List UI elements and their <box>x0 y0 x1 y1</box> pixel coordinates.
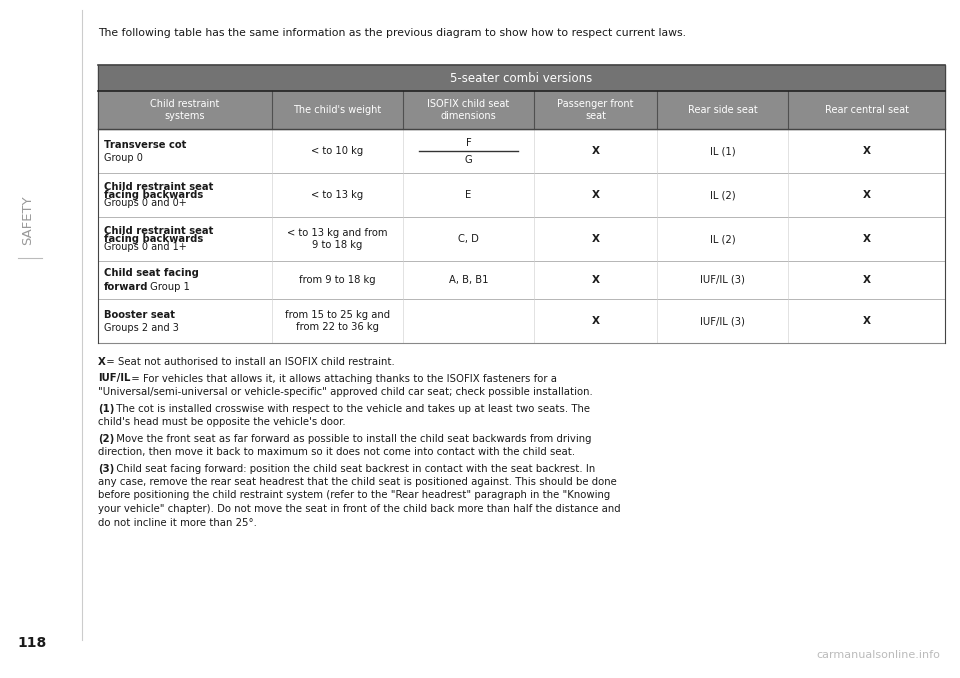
Text: (2): (2) <box>98 433 114 443</box>
Text: forward: forward <box>104 282 149 292</box>
Text: from 15 to 25 kg and
from 22 to 36 kg: from 15 to 25 kg and from 22 to 36 kg <box>285 311 390 332</box>
Text: 118: 118 <box>17 636 47 650</box>
Text: direction, then move it back to maximum so it does not come into contact with th: direction, then move it back to maximum … <box>98 447 575 457</box>
Bar <box>98 65 945 91</box>
Text: Groups 2 and 3: Groups 2 and 3 <box>104 323 179 333</box>
Text: IUF/IL (3): IUF/IL (3) <box>700 275 745 285</box>
Text: X: X <box>98 357 106 367</box>
Text: Child seat facing: Child seat facing <box>104 268 199 278</box>
Bar <box>788 91 945 129</box>
Text: do not incline it more than 25°.: do not incline it more than 25°. <box>98 517 257 527</box>
Text: The child's weight: The child's weight <box>293 105 381 115</box>
Text: X: X <box>863 146 871 156</box>
Text: Groups 0 and 1+: Groups 0 and 1+ <box>104 242 187 252</box>
Text: 5-seater combi versions: 5-seater combi versions <box>450 71 592 85</box>
Text: Groups 0 and 0+: Groups 0 and 0+ <box>104 198 187 208</box>
Text: Child restraint seat: Child restraint seat <box>104 226 213 236</box>
Bar <box>272 91 403 129</box>
Text: X: X <box>863 234 871 244</box>
Text: Group 0: Group 0 <box>104 153 143 163</box>
Text: G: G <box>465 155 472 165</box>
Text: facing backwards: facing backwards <box>104 190 204 200</box>
Text: Passenger front
seat: Passenger front seat <box>558 99 634 121</box>
Text: any case, remove the rear seat headrest that the child seat is positioned agains: any case, remove the rear seat headrest … <box>98 477 616 487</box>
Text: X: X <box>863 190 871 200</box>
Text: "Universal/semi-universal or vehicle-specific" approved child car seat; check po: "Universal/semi-universal or vehicle-spe… <box>98 387 592 397</box>
Text: Child restraint
systems: Child restraint systems <box>150 99 220 121</box>
Bar <box>98 299 945 343</box>
Text: C, D: C, D <box>458 234 479 244</box>
Text: Booster seat: Booster seat <box>104 310 175 320</box>
Text: F: F <box>466 138 471 148</box>
Text: IUF/IL: IUF/IL <box>98 374 131 384</box>
Text: child's head must be opposite the vehicle's door.: child's head must be opposite the vehicl… <box>98 417 346 427</box>
Bar <box>98 217 945 261</box>
Text: X: X <box>863 316 871 326</box>
Text: The following table has the same information as the previous diagram to show how: The following table has the same informa… <box>98 28 686 38</box>
Text: Rear side seat: Rear side seat <box>687 105 757 115</box>
Text: X: X <box>591 316 600 326</box>
Text: IL (2): IL (2) <box>709 234 735 244</box>
Text: from 9 to 18 kg: from 9 to 18 kg <box>299 275 375 285</box>
Text: SAFETY: SAFETY <box>21 195 35 245</box>
Text: X: X <box>591 234 600 244</box>
Text: = Seat not authorised to install an ISOFIX child restraint.: = Seat not authorised to install an ISOF… <box>103 357 395 367</box>
Bar <box>98 129 945 173</box>
Text: Group 1: Group 1 <box>147 282 190 292</box>
Text: Transverse cot: Transverse cot <box>104 140 186 150</box>
Text: carmanualsonline.info: carmanualsonline.info <box>816 650 940 660</box>
Bar <box>98 173 945 217</box>
Text: X: X <box>591 275 600 285</box>
Text: The cot is installed crosswise with respect to the vehicle and takes up at least: The cot is installed crosswise with resp… <box>113 403 590 414</box>
Text: X: X <box>591 146 600 156</box>
Text: IUF/IL (3): IUF/IL (3) <box>700 316 745 326</box>
Text: facing backwards: facing backwards <box>104 234 204 244</box>
Text: before positioning the child restraint system (refer to the "Rear headrest" para: before positioning the child restraint s… <box>98 490 611 500</box>
Bar <box>98 261 945 299</box>
Text: < to 13 kg and from
9 to 18 kg: < to 13 kg and from 9 to 18 kg <box>287 228 388 250</box>
Text: Move the front seat as far forward as possible to install the child seat backwar: Move the front seat as far forward as po… <box>113 433 591 443</box>
Bar <box>657 91 788 129</box>
Text: Rear central seat: Rear central seat <box>825 105 909 115</box>
Text: = For vehicles that allows it, it allows attaching thanks to the ISOFIX fastener: = For vehicles that allows it, it allows… <box>128 374 557 384</box>
Text: Child seat facing forward: position the child seat backrest in contact with the : Child seat facing forward: position the … <box>113 464 595 473</box>
Text: A, B, B1: A, B, B1 <box>449 275 489 285</box>
Text: X: X <box>863 275 871 285</box>
Text: your vehicle" chapter). Do not move the seat in front of the child back more tha: your vehicle" chapter). Do not move the … <box>98 504 620 514</box>
Text: ISOFIX child seat
dimensions: ISOFIX child seat dimensions <box>427 99 510 121</box>
Text: IL (1): IL (1) <box>709 146 735 156</box>
Text: (3): (3) <box>98 464 114 473</box>
Bar <box>403 91 534 129</box>
Text: X: X <box>591 190 600 200</box>
Text: (1): (1) <box>98 403 114 414</box>
Text: Child restraint seat: Child restraint seat <box>104 182 213 192</box>
Text: IL (2): IL (2) <box>709 190 735 200</box>
Text: < to 10 kg: < to 10 kg <box>311 146 364 156</box>
Text: E: E <box>466 190 471 200</box>
Bar <box>534 91 657 129</box>
Bar <box>98 91 272 129</box>
Text: < to 13 kg: < to 13 kg <box>311 190 364 200</box>
